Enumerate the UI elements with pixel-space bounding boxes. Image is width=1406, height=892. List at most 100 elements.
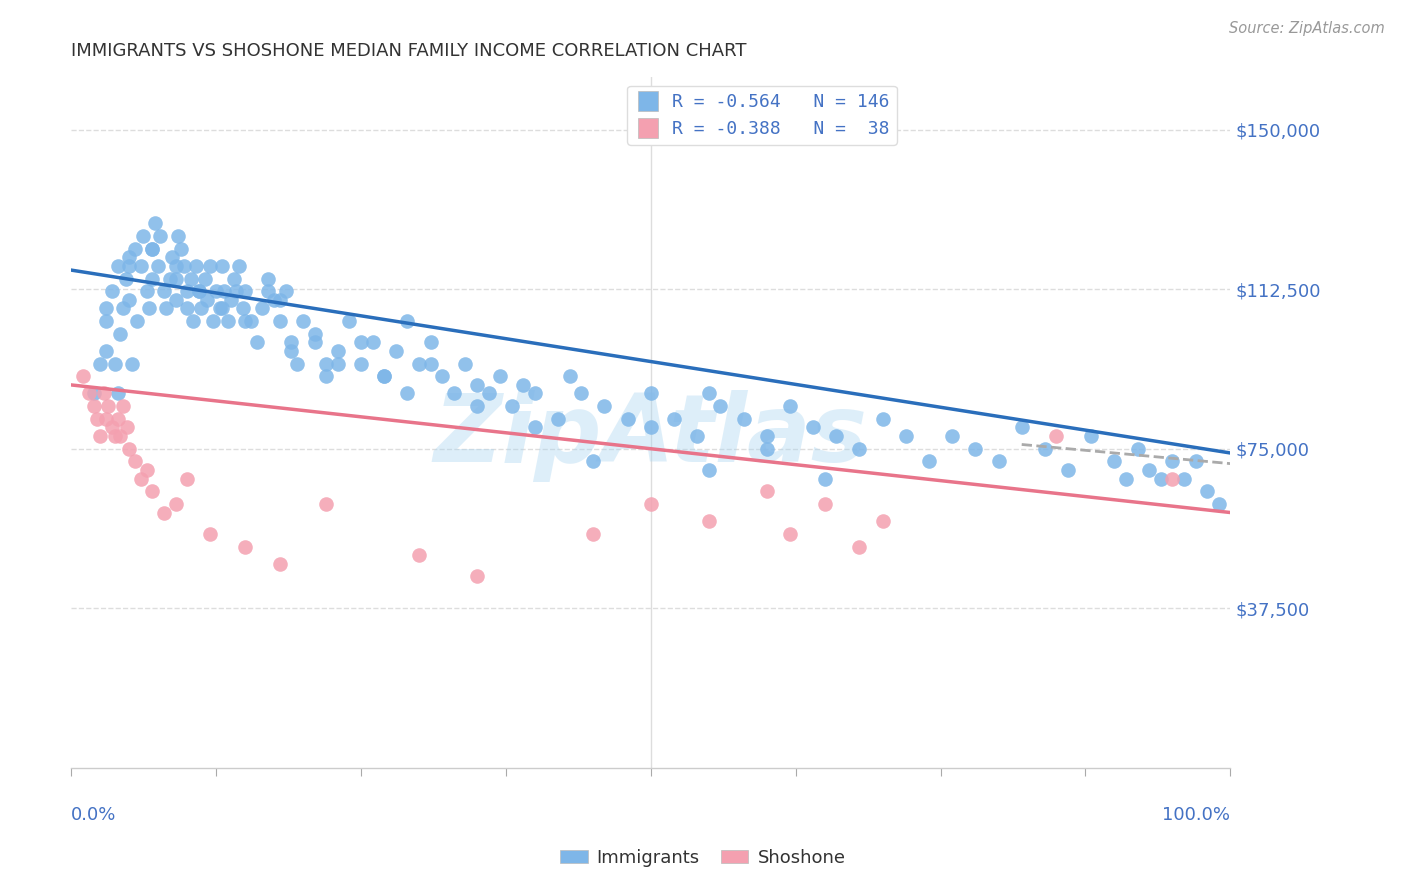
Point [465,378,488,392]
Point [1208,497,1230,511]
Point [350,335,373,350]
Point [94,314,117,328]
Point [212,285,235,299]
Point [269,314,291,328]
Point [1184,454,1206,468]
Point [523,420,546,434]
Point [86,412,108,426]
Point [170,242,193,256]
Point [129,471,152,485]
Point [141,242,163,256]
Point [104,357,127,371]
Point [825,429,848,443]
Point [252,301,274,316]
Point [640,497,662,511]
Point [941,429,963,443]
Point [280,335,302,350]
Point [801,420,824,434]
Point [246,335,269,350]
Point [233,314,256,328]
Point [176,471,198,485]
Point [190,301,212,316]
Point [709,399,731,413]
Point [755,442,778,456]
Point [872,514,894,528]
Point [115,420,138,434]
Point [94,301,117,316]
Point [132,229,155,244]
Point [1150,471,1173,485]
Point [326,343,349,358]
Point [523,386,546,401]
Point [225,285,247,299]
Point [143,216,166,230]
Point [141,271,163,285]
Point [187,285,209,299]
Point [165,293,187,307]
Point [697,514,720,528]
Point [848,442,870,456]
Point [232,301,254,316]
Point [465,399,488,413]
Point [304,326,326,341]
Point [173,259,195,273]
Point [569,386,592,401]
Point [593,399,616,413]
Point [373,369,395,384]
Point [1161,471,1184,485]
Point [697,386,720,401]
Point [280,343,302,358]
Point [465,569,488,583]
Point [112,301,135,316]
Point [165,259,187,273]
Point [408,548,430,562]
Point [315,357,337,371]
Point [1197,484,1219,499]
Point [127,314,149,328]
Point [419,357,441,371]
Point [1033,442,1056,456]
Point [315,369,337,384]
Point [118,293,141,307]
Point [350,357,373,371]
Point [135,463,157,477]
Point [501,399,523,413]
Point [872,412,894,426]
Point [512,378,534,392]
Point [686,429,709,443]
Point [361,335,384,350]
Point [97,399,120,413]
Point [1080,429,1102,443]
Point [77,386,100,401]
Point [697,463,720,477]
Text: 100.0%: 100.0% [1163,805,1230,823]
Point [1104,454,1126,468]
Point [755,484,778,499]
Point [83,399,105,413]
Point [443,386,465,401]
Point [124,242,146,256]
Point [108,326,131,341]
Point [114,271,136,285]
Point [257,285,280,299]
Point [257,271,280,285]
Point [965,442,987,456]
Point [233,285,256,299]
Text: IMMIGRANTS VS SHOSHONE MEDIAN FAMILY INCOME CORRELATION CHART: IMMIGRANTS VS SHOSHONE MEDIAN FAMILY INC… [72,42,747,60]
Point [201,314,224,328]
Point [200,526,222,541]
Point [138,301,160,316]
Point [129,259,152,273]
Point [733,412,755,426]
Point [200,259,222,273]
Point [987,454,1010,468]
Point [118,259,141,273]
Point [195,293,218,307]
Point [779,399,801,413]
Text: Source: ZipAtlas.com: Source: ZipAtlas.com [1229,21,1385,36]
Point [107,412,129,426]
Point [180,271,202,285]
Point [107,259,129,273]
Point [141,484,163,499]
Text: ZipAtlas: ZipAtlas [434,390,868,482]
